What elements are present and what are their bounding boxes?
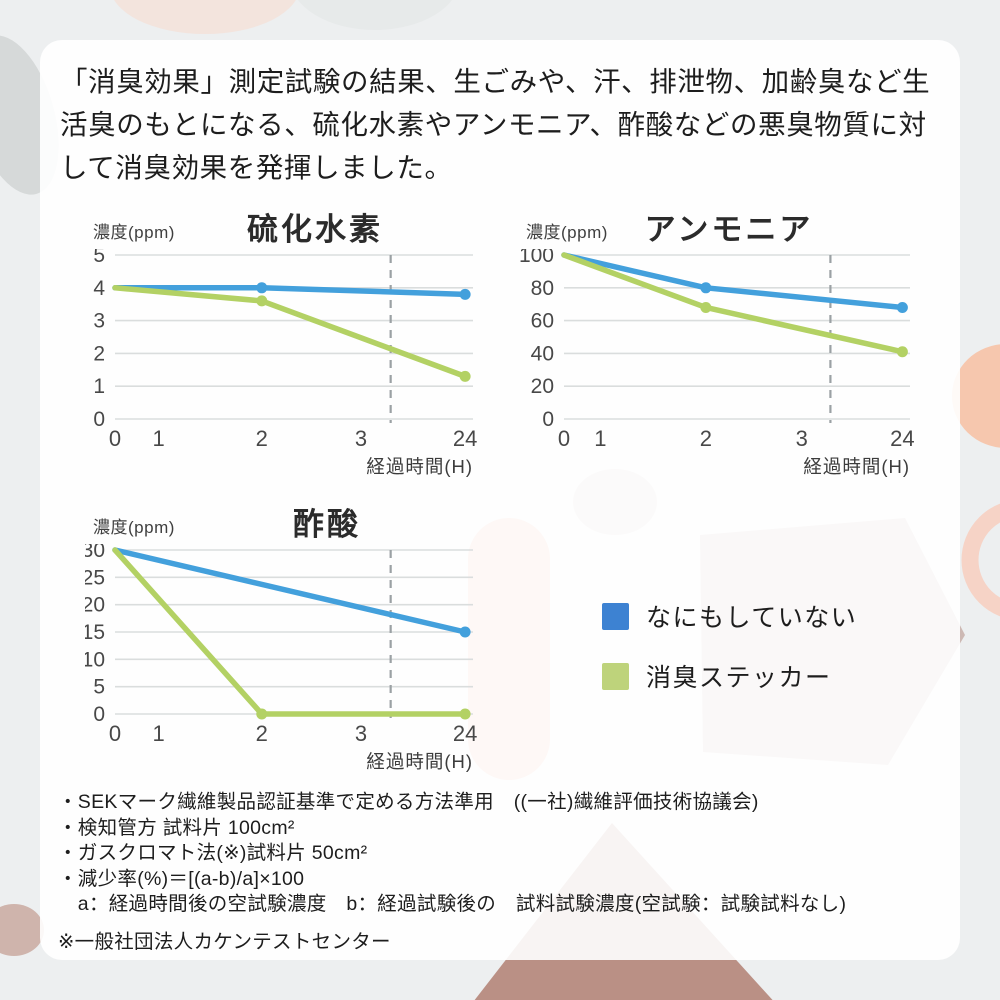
decor-dust-blob-bottom-left (0, 904, 44, 956)
legend-label: 消臭ステッカー (646, 664, 832, 692)
svg-text:1: 1 (594, 426, 606, 451)
svg-text:2: 2 (93, 342, 105, 365)
svg-text:20: 20 (531, 375, 554, 398)
legend-swatch-green (602, 662, 629, 690)
svg-text:60: 60 (531, 310, 554, 333)
svg-text:15: 15 (85, 621, 105, 644)
svg-text:40: 40 (531, 342, 554, 365)
svg-text:経過時間(H): 経過時間(H) (366, 751, 473, 772)
footnote-line: ・ガスクロマト法(※)試料片 50cm² (58, 842, 368, 864)
chart-plot-area: 0 1 2 3 4 5 0 1 2 3 24 経過時間(H) (85, 249, 485, 481)
data-point (896, 346, 908, 358)
footnotes: ・SEKマーク繊維製品認証基準で定める方法準用 ((一社)繊維評価技術協議会) … (58, 790, 948, 955)
svg-text:経過時間(H): 経過時間(H) (366, 456, 473, 477)
decor-gray-blob (0, 35, 59, 195)
data-point (896, 301, 908, 313)
decor-gray-top (298, 0, 452, 30)
svg-text:25: 25 (85, 566, 105, 589)
svg-text:5: 5 (93, 249, 105, 267)
data-point (256, 295, 268, 307)
chart-plot-area: 0 5 10 15 20 25 30 0 1 2 3 24 経過時間(H) (85, 544, 485, 776)
svg-text:1: 1 (93, 375, 105, 398)
data-point (700, 301, 712, 313)
svg-text:30: 30 (85, 544, 105, 562)
svg-text:3: 3 (355, 426, 367, 451)
svg-text:経過時間(H): 経過時間(H) (803, 456, 910, 477)
svg-text:24: 24 (453, 721, 477, 746)
series-line (112, 547, 468, 635)
svg-text:3: 3 (93, 310, 105, 333)
decor-salmon-right (952, 344, 1000, 448)
series-line (561, 252, 906, 311)
decor-pink-ring (961, 503, 1000, 617)
page-title: 「消臭効果」測定試験の結果、生ごみや、汗、排泄物、加齢臭など生活臭のもとになる、… (60, 66, 931, 183)
content-card: 「消臭効果」測定試験の結果、生ごみや、汗、排泄物、加齢臭など生活臭のもとになる、… (40, 40, 960, 960)
chart-plot-area: 0 20 40 60 80 100 0 1 2 3 24 経過時間(H) (518, 249, 940, 481)
decor-salmon-top (114, 0, 296, 34)
legend-item-deodorant-sticker: 消臭ステッカー (602, 658, 857, 694)
legend-item-untreated: なにもしていない (602, 598, 857, 634)
data-point (700, 282, 712, 294)
data-point (459, 708, 471, 720)
data-point (459, 370, 471, 382)
svg-text:1: 1 (153, 721, 165, 746)
svg-text:4: 4 (93, 277, 105, 300)
legend-label: なにもしていない (646, 604, 858, 632)
svg-text:0: 0 (109, 721, 121, 746)
chart-hydrogen-sulfide: 濃度(ppm) 硫化水素 0 1 2 3 4 5 0 1 2 3 24 経過時間(H) (85, 203, 485, 481)
data-point (256, 282, 268, 294)
svg-text:0: 0 (93, 703, 105, 726)
chart-title: 酢酸 (293, 507, 361, 542)
svg-text:10: 10 (85, 648, 105, 671)
series-line (112, 285, 468, 380)
legend-swatch-blue (602, 602, 629, 630)
footnote-line: ・減少率(%)＝[(a-b)/a]×100 (58, 867, 305, 890)
svg-text:0: 0 (558, 426, 570, 451)
svg-text:5: 5 (93, 676, 105, 699)
chart-ammonia: 濃度(ppm) アンモニア 0 20 40 60 80 100 0 1 2 3 24 経過時間(H) (518, 203, 940, 481)
svg-text:0: 0 (109, 426, 121, 451)
footnote-line: ・検知管方 試料片 100cm² (58, 816, 295, 839)
chart-acetic-acid: 濃度(ppm) 酢酸 0 5 10 15 20 25 30 0 1 2 3 24 経過時間(H) (85, 498, 485, 776)
chart-title: アンモニア (644, 212, 814, 247)
svg-text:80: 80 (531, 277, 554, 300)
svg-text:3: 3 (355, 721, 367, 746)
data-point (256, 708, 268, 720)
chart-legend: なにもしていない 消臭ステッカー (602, 598, 857, 718)
svg-text:24: 24 (453, 426, 477, 451)
svg-text:1: 1 (153, 426, 165, 451)
svg-text:0: 0 (542, 408, 554, 431)
svg-text:100: 100 (519, 249, 554, 267)
footnote-line: ・SEKマーク繊維製品認証基準で定める方法準用 ((一社)繊維評価技術協議会) (58, 791, 759, 813)
y-axis-label: 濃度(ppm) (526, 223, 608, 242)
svg-text:24: 24 (890, 426, 914, 451)
y-axis-label: 濃度(ppm) (93, 223, 175, 242)
svg-text:2: 2 (256, 426, 268, 451)
chart-title: 硫化水素 (247, 212, 383, 247)
data-point (459, 626, 471, 638)
svg-text:0: 0 (93, 408, 105, 431)
svg-text:2: 2 (256, 721, 268, 746)
svg-text:3: 3 (796, 426, 808, 451)
footnote-line: a：経過時間後の空試験濃度 b：経過試験後の 試料試験濃度(空試験：試験試料なし… (58, 893, 847, 915)
svg-text:2: 2 (700, 426, 712, 451)
footnote-note: ※一般社団法人カケンテストセンター (58, 930, 391, 953)
y-axis-label: 濃度(ppm) (93, 518, 175, 537)
svg-text:20: 20 (85, 594, 105, 617)
data-point (459, 288, 471, 300)
